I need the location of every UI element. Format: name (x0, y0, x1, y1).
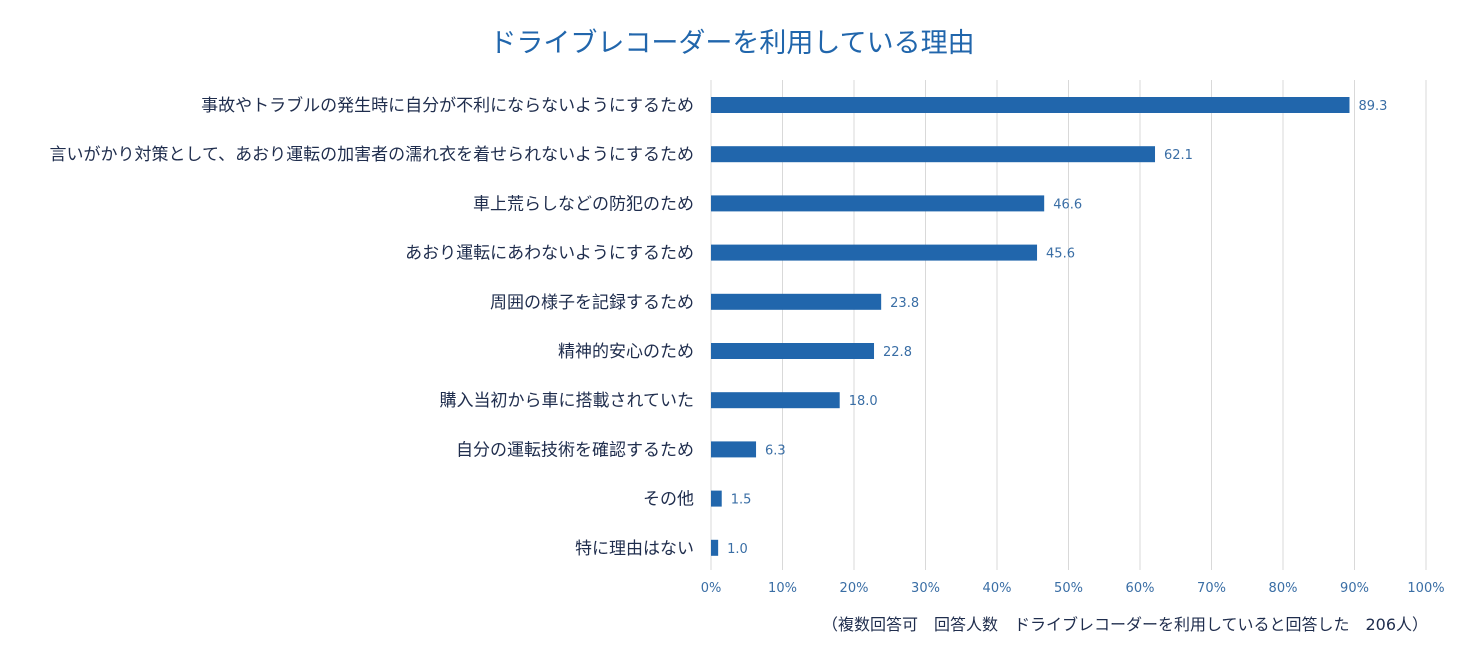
value-labels: 89.3 62.1 46.6 45.6 23.8 22.8 18.0 6.3 1.5 1.0 (727, 99, 1387, 557)
bars (711, 97, 1350, 556)
value-label: 46.6 (1053, 197, 1082, 212)
x-tick-label: 20% (840, 581, 869, 596)
x-axis-tick-labels: 0% 10% 20% 30% 40% 50% 60% 70% 80% 90% 100% (701, 581, 1445, 596)
x-tick-label: 30% (911, 581, 940, 596)
x-tick-label: 40% (983, 581, 1012, 596)
x-tick-label: 70% (1197, 581, 1226, 596)
x-tick-label: 80% (1269, 581, 1298, 596)
bar (711, 293, 882, 310)
bar (711, 392, 840, 409)
x-tick-label: 100% (1407, 581, 1444, 596)
chart-footnote: （複数回答可 回答人数 ドライブレコーダーを利用していると回答した 206人） (822, 615, 1428, 634)
value-label: 1.5 (731, 493, 752, 508)
x-tick-label: 10% (768, 581, 797, 596)
value-label: 18.0 (849, 394, 878, 409)
category-label: 車上荒らしなどの防犯のため (473, 194, 694, 214)
bar (711, 539, 719, 556)
x-tick-label: 90% (1340, 581, 1369, 596)
x-tick-label: 0% (701, 581, 722, 596)
category-label: 周囲の様子を記録するため (490, 293, 694, 313)
x-tick-label: 60% (1126, 581, 1155, 596)
value-label: 23.8 (890, 296, 919, 311)
value-label: 22.8 (883, 345, 912, 360)
bar (711, 195, 1045, 212)
category-labels: 事故やトラブルの発生時に自分が不利にならないようにするため言いがかり対策として、… (50, 95, 694, 559)
bar (711, 146, 1156, 163)
category-label: 自分の運転技術を確認するため (456, 440, 694, 460)
value-label: 6.3 (765, 443, 786, 458)
bar (711, 97, 1350, 113)
value-label: 62.1 (1164, 148, 1193, 163)
category-label: 精神的安心のため (558, 342, 694, 362)
bar (711, 441, 757, 458)
category-label: あおり運転にあわないようにするため (405, 244, 694, 264)
bar (711, 490, 722, 507)
value-label: 1.0 (727, 542, 748, 557)
bar (711, 244, 1038, 261)
bar (711, 343, 875, 359)
category-label: その他 (643, 490, 694, 510)
category-label: 事故やトラブルの発生時に自分が不利にならないようにするため (201, 95, 694, 116)
category-label: 言いがかり対策として、あおり運転の加害者の濡れ衣を着せられないようにするため (50, 145, 694, 165)
chart-title: ドライブレコーダーを利用している理由 (489, 28, 974, 59)
x-tick-label: 50% (1054, 581, 1083, 596)
category-label: 特に理由はない (575, 539, 694, 559)
category-label: 購入当初から車に搭載されていた (440, 391, 695, 411)
value-label: 45.6 (1046, 247, 1075, 262)
value-label: 89.3 (1358, 99, 1387, 114)
